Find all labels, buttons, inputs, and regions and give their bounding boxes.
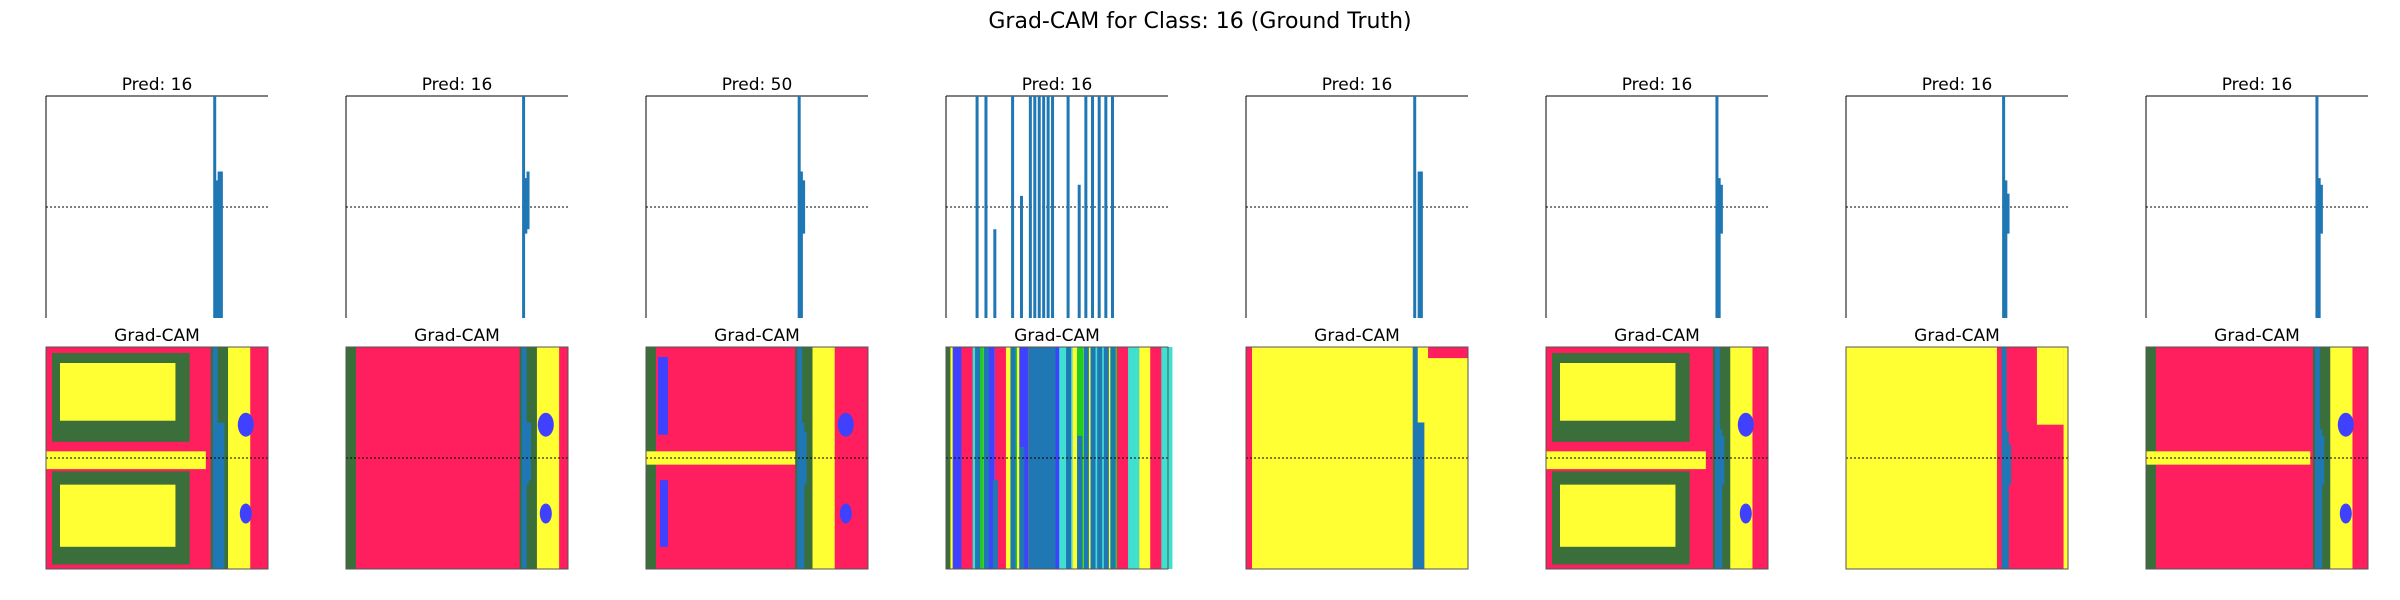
heatmap-region	[2156, 469, 2312, 563]
heatmap-edge	[1246, 347, 1252, 569]
heatmap-stripe	[1159, 347, 1173, 569]
heatmap-spot	[1737, 412, 1754, 437]
heatmap-band	[1546, 451, 1706, 470]
heatmap-spot	[660, 480, 668, 547]
heatmap-stripe	[1125, 347, 1140, 569]
heatmap-signal-overlay	[2006, 444, 2012, 485]
gradcam-label: Grad-CAM	[1014, 326, 1100, 346]
pred-label: Pred: 50	[722, 75, 793, 95]
heatmap-region	[2156, 353, 2312, 447]
heatmap-region	[356, 353, 512, 447]
panel-8: Pred: 16 Grad-CAM	[2145, 75, 2369, 570]
heatmap-column	[2330, 347, 2353, 569]
heatmap-signal-overlay	[1010, 347, 1016, 569]
panel-1: Pred: 16 Grad-CAM	[45, 75, 269, 570]
pred-label: Pred: 16	[2222, 75, 2293, 95]
gradcam-label: Grad-CAM	[414, 326, 500, 346]
gradcam-label: Grad-CAM	[114, 326, 200, 346]
heatmap-signal-overlay	[975, 347, 981, 569]
heatmap-column	[1730, 347, 1753, 569]
pred-label: Pred: 16	[1922, 75, 1993, 95]
gradcam-label: Grad-CAM	[1614, 326, 1700, 346]
heatmap-signal-overlay	[2317, 429, 2323, 569]
heatmap-signal-overlay	[1110, 347, 1116, 569]
heatmap-region	[2036, 347, 2064, 425]
pred-label: Pred: 16	[1322, 75, 1393, 95]
heatmap-signal-overlay	[801, 431, 807, 485]
gradcam-heatmap	[1546, 347, 1768, 569]
heatmap-signal-overlay	[526, 422, 532, 481]
heatmap-region	[356, 469, 512, 563]
heatmap-region	[60, 484, 176, 547]
heatmap-spot	[537, 412, 554, 437]
panel-3: Pred: 50 Grad-CAM	[645, 75, 869, 570]
heatmap-signal-overlay	[1019, 446, 1025, 569]
heatmap-spot	[539, 503, 552, 524]
heatmap-border	[945, 346, 1169, 570]
heatmap-spot	[837, 412, 854, 437]
heatmap-region	[1560, 484, 1676, 547]
pred-label: Pred: 16	[1622, 75, 1693, 95]
heatmap-border	[1245, 346, 1469, 570]
heatmap-spot	[658, 357, 668, 435]
heatmap-border	[1545, 346, 1769, 570]
heatmap-signal-overlay	[1719, 435, 1725, 485]
heatmap-stripe	[952, 347, 962, 569]
heatmap-signal-overlay	[1717, 429, 1723, 569]
heatmap-signal-overlay	[1419, 422, 1425, 569]
heatmap-stripe	[946, 347, 951, 569]
gradcam-label: Grad-CAM	[714, 326, 800, 346]
heatmap-signal-overlay	[1041, 347, 1047, 569]
gradcam-label: Grad-CAM	[1914, 326, 2000, 346]
pred-label: Pred: 16	[422, 75, 493, 95]
gradcam-label: Grad-CAM	[1314, 326, 1400, 346]
figure-title: Grad-CAM for Class: 16 (Ground Truth)	[988, 9, 1411, 34]
heatmap-border	[645, 346, 869, 570]
heatmap-region	[1560, 363, 1676, 421]
heatmap-border	[45, 346, 269, 570]
pred-label: Pred: 16	[122, 75, 193, 95]
panel-6: Pred: 16 Grad-CAM	[1545, 75, 1769, 570]
panel-4: Pred: 16 Grad-CAM	[945, 75, 1173, 570]
heatmap-edge	[1428, 347, 1468, 359]
heatmap-signal-overlay	[992, 480, 998, 569]
heatmap-spot	[237, 412, 254, 437]
heatmap-stripe	[1052, 347, 1062, 569]
heatmap-border	[345, 346, 569, 570]
heatmap-spot	[839, 503, 852, 524]
heatmap-signal-overlay	[2003, 431, 2009, 569]
heatmap-signal-overlay	[1050, 347, 1056, 569]
heatmap-band	[46, 451, 206, 470]
heatmap-stripe	[977, 347, 984, 569]
heatmap-signal-overlay	[1090, 347, 1096, 569]
heatmap-signal-overlay	[1077, 435, 1083, 569]
heatmap-band	[2146, 451, 2311, 465]
heatmap-signal-overlay	[1046, 347, 1052, 569]
heatmap-signal-overlay	[2319, 435, 2325, 485]
heatmap-spot	[2337, 412, 2354, 437]
panel-5: Pred: 16 Grad-CAM	[1245, 75, 1469, 570]
pred-label: Pred: 16	[1022, 75, 1093, 95]
heatmap-stripe	[994, 347, 1006, 569]
heatmap-signal-overlay	[219, 422, 225, 569]
heatmap-region	[60, 363, 176, 421]
heatmap-border	[1845, 346, 2069, 570]
heatmap-spot	[2339, 503, 2352, 524]
heatmap-spot	[239, 503, 252, 524]
heatmap-region	[656, 353, 812, 447]
heatmap-region	[656, 469, 812, 563]
heatmap-band	[646, 451, 811, 465]
gradcam-heatmap	[46, 347, 268, 569]
panel-7: Pred: 16 Grad-CAM	[1845, 75, 2069, 570]
heatmap-spot	[1739, 503, 1752, 524]
heatmap-signal-overlay	[799, 422, 805, 569]
panel-2: Pred: 16 Grad-CAM	[345, 75, 569, 570]
gradcam-label: Grad-CAM	[2214, 326, 2300, 346]
heatmap-signal-overlay	[1066, 347, 1072, 569]
heatmap-border	[2145, 346, 2369, 570]
